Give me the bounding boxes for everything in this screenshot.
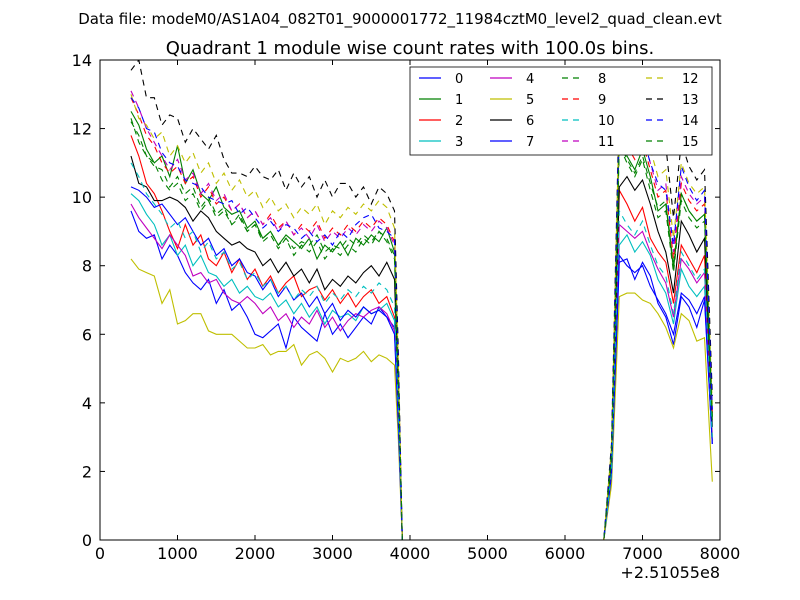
series-line-12 [130,94,713,540]
legend-label-1: 1 [455,93,463,108]
legend-label-12: 12 [682,72,699,87]
series-line-2 [130,135,713,540]
x-tick-label: 4000 [390,544,431,563]
legend-label-9: 9 [598,93,606,108]
legend-label-11: 11 [598,135,615,150]
x-tick-label: 1000 [157,544,198,563]
series-line-1 [130,111,713,540]
series-line-5 [130,258,713,540]
series-line-6 [130,155,713,540]
series-line-8 [130,121,713,540]
legend-label-15: 15 [682,135,699,150]
legend-label-8: 8 [598,72,606,87]
axis-ticks: 0 1000 2000 3000 4000 5000 6000 7000 80000246810… [72,51,741,563]
data-file-label: Data file: modeM0/AS1A04_082T01_90000017… [78,10,722,29]
y-tick-label: 14 [72,51,92,70]
legend-label-2: 2 [455,114,463,129]
legend-label-5: 5 [526,93,534,108]
y-tick-label: 10 [72,188,92,207]
legend-label-13: 13 [682,93,699,108]
series-line-0 [130,210,713,540]
x-tick-label: 5000 [467,544,508,563]
legend-frame [409,66,713,156]
x-tick-label: 2000 [235,544,276,563]
series-line-10 [130,162,713,540]
y-tick-label: 6 [82,325,92,344]
x-tick-label: 8000 [700,544,741,563]
series-line-15 [130,118,713,540]
y-tick-label: 2 [82,462,92,481]
chart-title: Quadrant 1 module wise count rates with … [166,38,655,59]
legend-label-0: 0 [455,72,463,87]
legend-label-3: 3 [455,135,463,150]
series-line-9 [130,97,713,540]
y-tick-label: 8 [82,257,92,276]
y-tick-label: 0 [82,531,92,550]
y-tick-label: 4 [82,394,92,413]
series-line-3 [130,193,713,540]
series-line-11 [130,90,713,540]
series-layer [130,60,713,540]
legend-label-4: 4 [526,72,534,87]
series-line-14 [130,97,713,540]
x-tick-label: 7000 [622,544,663,563]
x-tick-label: 0 [95,544,105,563]
legend-label-7: 7 [526,135,534,150]
series-line-7 [130,186,713,540]
x-tick-label: 3000 [312,544,353,563]
legend-label-14: 14 [682,114,699,129]
x-tick-label: 6000 [545,544,586,563]
series-line-4 [130,203,713,540]
legend-label-6: 6 [526,114,534,129]
y-tick-label: 12 [72,120,92,139]
x-offset-label: +2.51055e8 [620,563,720,582]
legend-label-10: 10 [598,114,615,129]
